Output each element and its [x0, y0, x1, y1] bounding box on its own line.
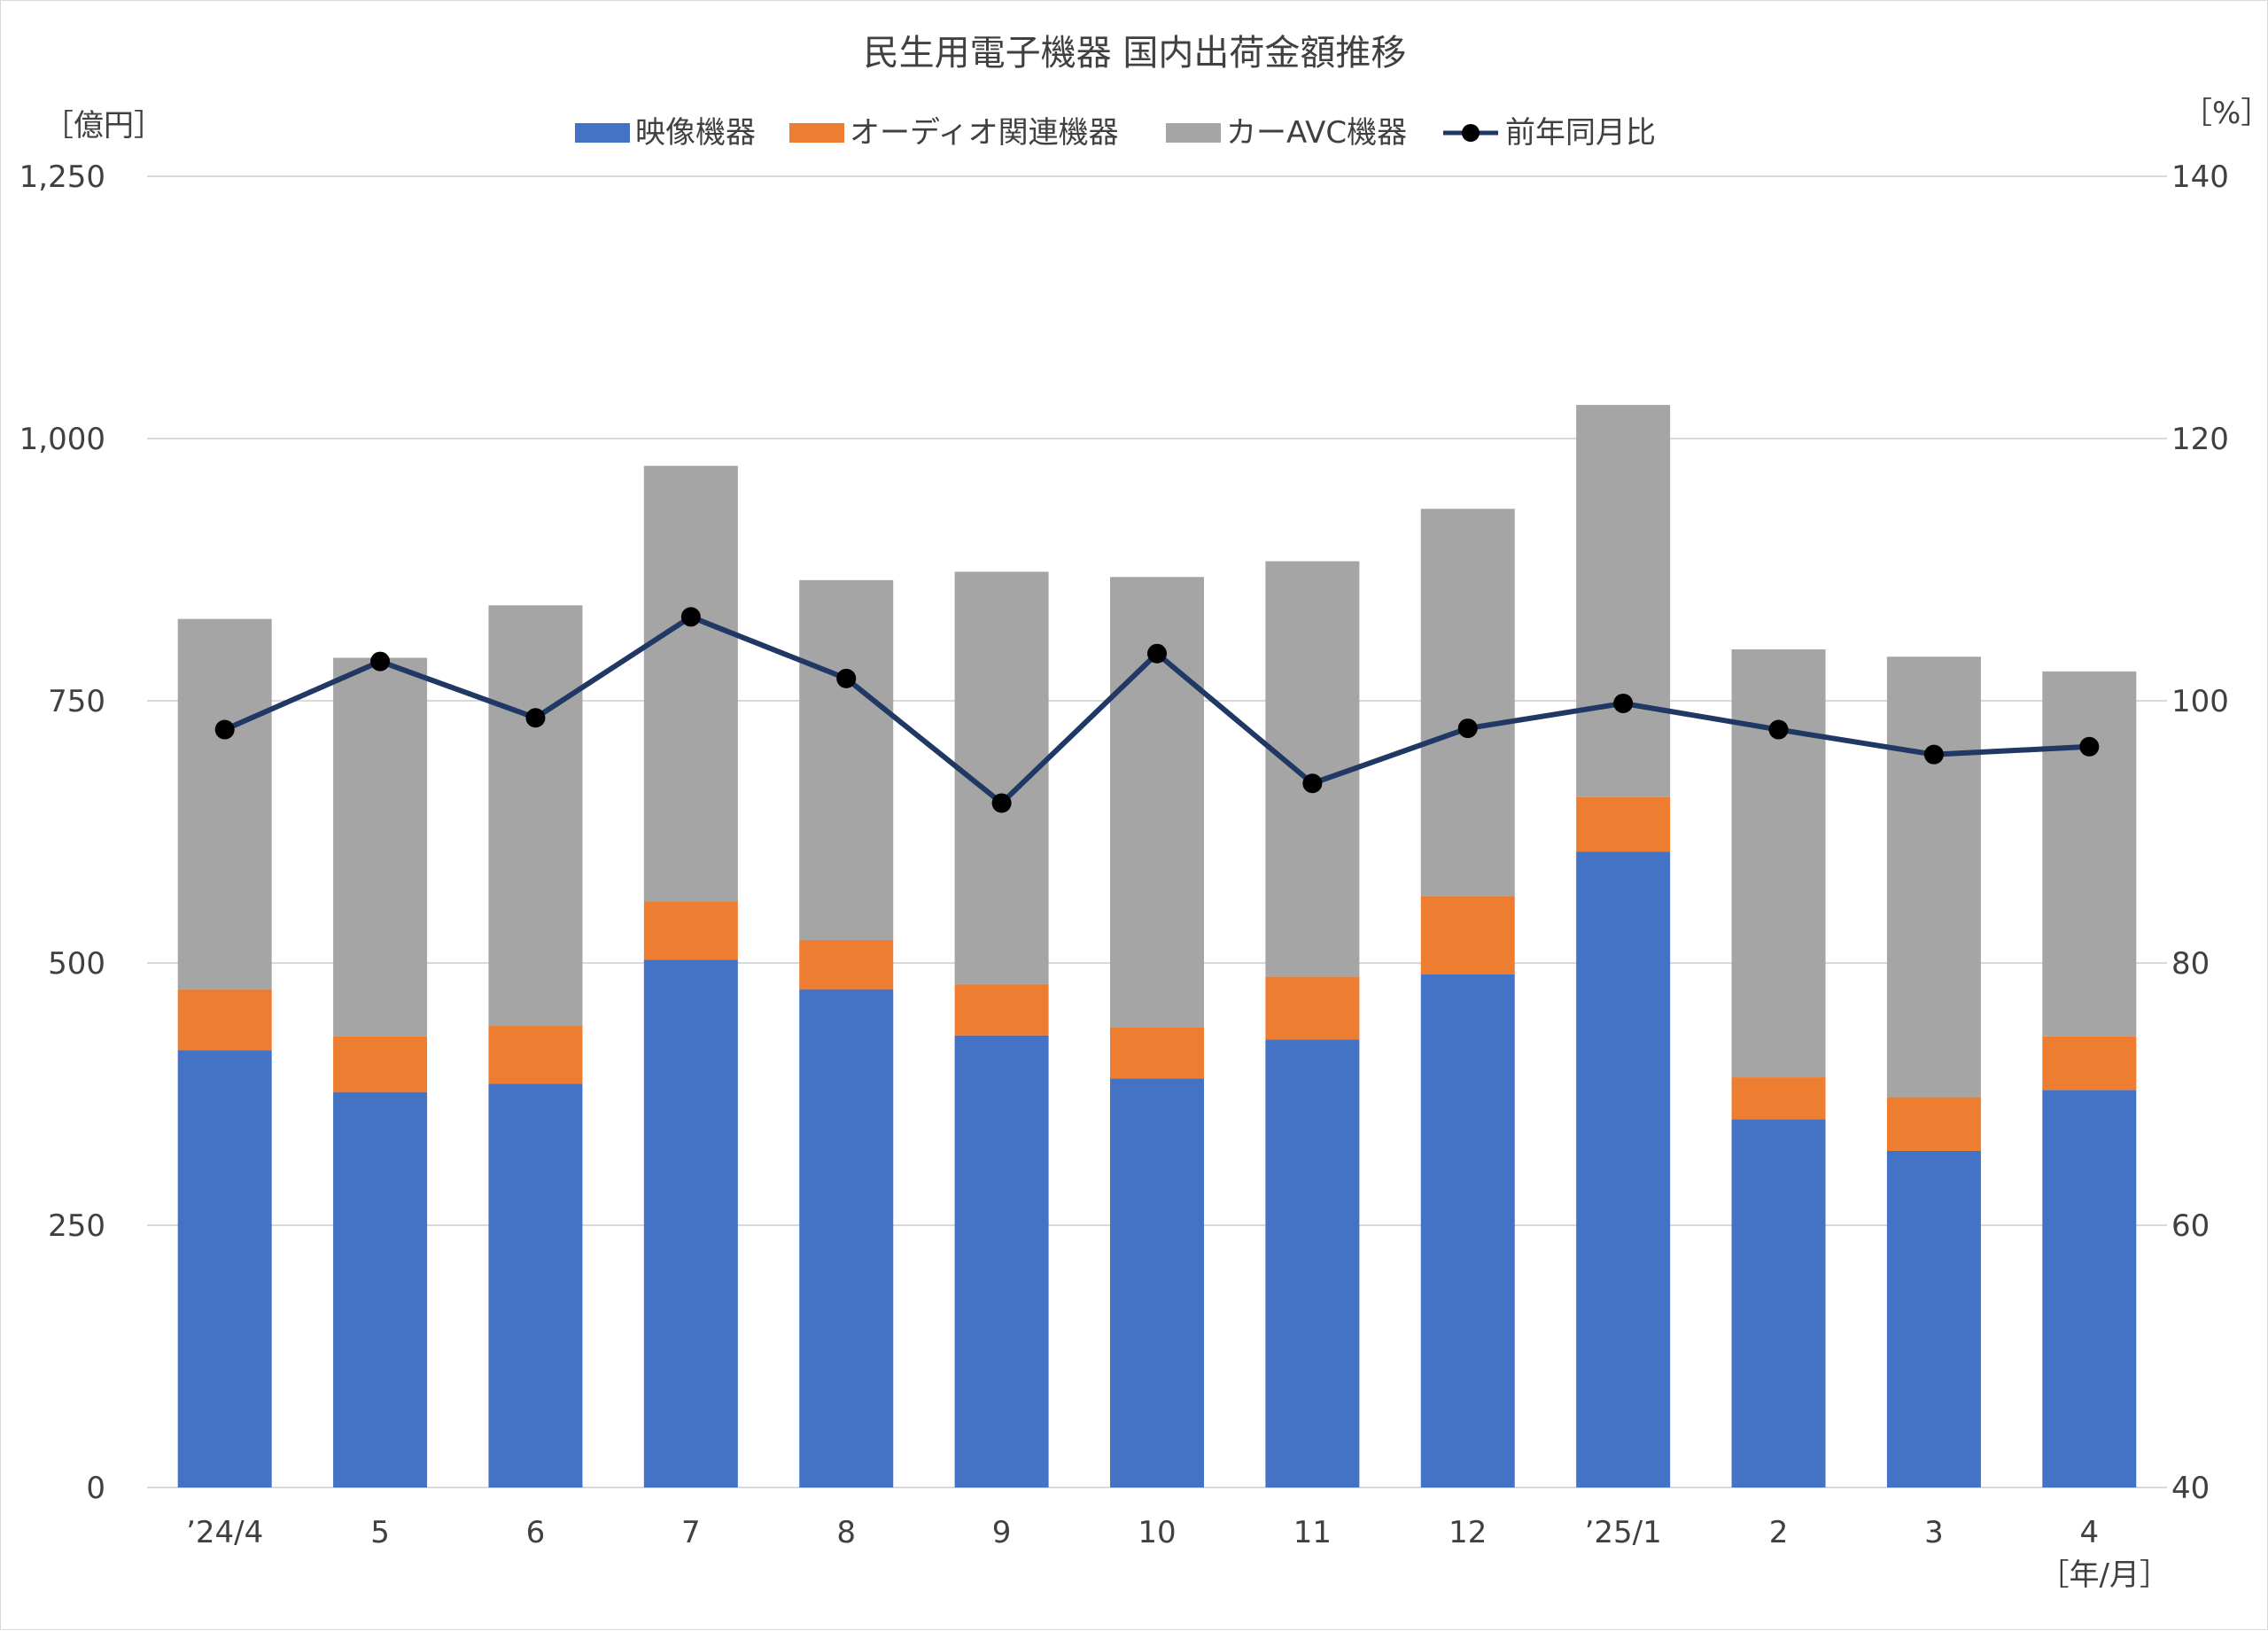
x-tick-label: ’25/1 [1585, 1515, 1662, 1550]
legend-swatch-car-avc [1166, 123, 1221, 143]
y-left-tick-label: 250 [48, 1208, 105, 1244]
legend-swatch-video [575, 123, 630, 143]
yoy-point [525, 708, 546, 728]
y-left-tick-label: 500 [48, 946, 105, 982]
bar-car-avc [799, 579, 894, 940]
y-right-axis: 40 60 80 100 120 140 [2171, 159, 2229, 1506]
yoy-point [991, 793, 1012, 813]
bar-audio [177, 989, 272, 1051]
y-left-tick-label: 1,250 [19, 159, 105, 195]
bar-video [177, 1050, 272, 1487]
chart-title: 民生用電子機器 国内出荷金額推移 [864, 33, 1407, 74]
legend-label-yoy: 前年同月比 [1505, 115, 1656, 151]
bar-audio [1731, 1077, 1826, 1120]
legend: 映像機器 オーディオ関連機器 カーAVC機器 前年同月比 [575, 115, 1656, 151]
bar-video [1576, 851, 1671, 1487]
yoy-point [836, 668, 857, 688]
yoy-point [214, 719, 235, 740]
bar-car-avc [1265, 561, 1360, 977]
bar-car-avc [333, 657, 428, 1037]
bar-car-avc [488, 605, 583, 1027]
bar-audio [488, 1026, 583, 1084]
x-tick-label: 5 [370, 1515, 390, 1550]
y-left-axis: 0 250 500 750 1,000 1,250 [19, 159, 105, 1506]
bar-video [1731, 1119, 1826, 1487]
y-left-tick-label: 750 [48, 684, 105, 719]
bar-video [1420, 975, 1515, 1487]
y-right-tick-label: 80 [2171, 946, 2210, 982]
legend-swatch-audio [789, 123, 844, 143]
y-right-tick-label: 60 [2171, 1208, 2210, 1244]
bar-video [1886, 1150, 1981, 1487]
bar-audio [333, 1036, 428, 1092]
x-unit: ［年/月］ [2039, 1557, 2170, 1593]
x-tick-label: ’24/4 [186, 1515, 263, 1550]
legend-label-car-avc: カーAVC機器 [1226, 115, 1407, 151]
bar-video [2042, 1090, 2137, 1487]
y-left-tick-label: 0 [86, 1471, 105, 1506]
y-right-tick-label: 120 [2171, 422, 2229, 457]
y-left-unit: ［億円］ [43, 108, 164, 144]
bar-video [643, 959, 738, 1487]
y-right-unit: ［%］ [2182, 96, 2268, 131]
legend-label-audio: オーディオ関連機器 [850, 115, 1119, 151]
y-right-tick-label: 100 [2171, 684, 2229, 719]
yoy-point [1768, 719, 1789, 740]
bar-car-avc [1576, 405, 1671, 797]
bar-audio [1110, 1027, 1204, 1079]
yoy-point [1457, 718, 1478, 739]
x-tick-label: 8 [836, 1515, 856, 1550]
bar-audio [2042, 1036, 2137, 1091]
x-tick-label: 2 [1769, 1515, 1789, 1550]
bar-audio [954, 983, 1049, 1036]
x-axis: ’24/4 5 6 7 8 9 10 11 12 ’25/1 2 3 4 [186, 1515, 2099, 1550]
y-right-tick-label: 140 [2171, 159, 2229, 195]
x-tick-label: 7 [681, 1515, 701, 1550]
bar-car-avc [1886, 656, 1981, 1098]
bar-car-avc [2042, 671, 2137, 1037]
bar-car-avc [643, 465, 738, 902]
x-tick-label: 4 [2079, 1515, 2099, 1550]
x-tick-label: 6 [526, 1515, 546, 1550]
bar-video [1110, 1078, 1204, 1487]
yoy-point [1613, 693, 1634, 713]
x-tick-label: 10 [1138, 1515, 1176, 1550]
bar-video [799, 989, 894, 1487]
bar-audio [1420, 896, 1515, 975]
bar-car-avc [1420, 509, 1515, 897]
bar-car-avc [1731, 649, 1826, 1078]
bar-audio [1886, 1097, 1981, 1151]
bar-video [954, 1035, 1049, 1487]
x-tick-label: 11 [1293, 1515, 1332, 1550]
yoy-point [680, 607, 701, 627]
legend-marker-yoy [1462, 124, 1480, 142]
bar-video [333, 1091, 428, 1487]
yoy-line-layer [214, 607, 2100, 813]
yoy-point [1923, 744, 1944, 765]
x-tick-label: 12 [1449, 1515, 1487, 1550]
yoy-point [1147, 643, 1167, 664]
bar-video [1265, 1039, 1360, 1487]
x-tick-label: 9 [992, 1515, 1012, 1550]
bar-audio [799, 939, 894, 990]
x-tick-label: 3 [1924, 1515, 1944, 1550]
legend-label-video: 映像機器 [635, 115, 756, 151]
bar-car-avc [177, 618, 272, 990]
bar-audio [643, 901, 738, 960]
bar-audio [1265, 976, 1360, 1040]
bars-layer [177, 405, 2137, 1487]
yoy-point [1302, 773, 1323, 794]
y-left-tick-label: 1,000 [19, 422, 105, 457]
bar-audio [1576, 796, 1671, 852]
bar-video [488, 1083, 583, 1487]
yoy-point [370, 651, 391, 672]
yoy-point [2079, 736, 2100, 757]
y-right-tick-label: 40 [2171, 1471, 2210, 1506]
